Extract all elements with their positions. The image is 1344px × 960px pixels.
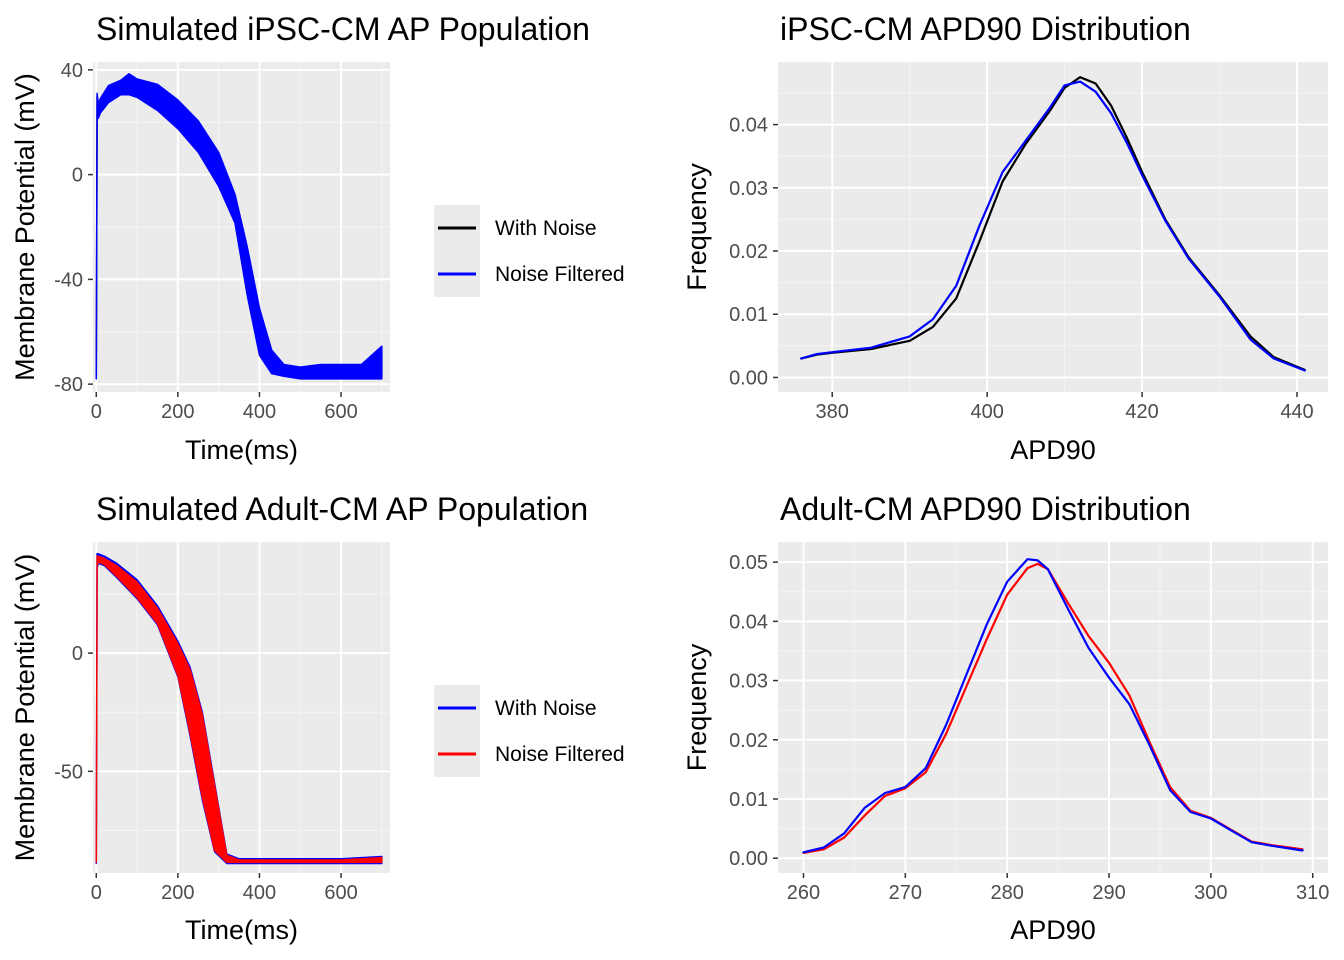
chart-title: iPSC-CM APD90 Distribution — [780, 11, 1191, 47]
x-axis-label: APD90 — [1010, 435, 1096, 465]
x-tick-label: 310 — [1296, 882, 1329, 904]
x-tick-label: 0 — [91, 401, 102, 423]
x-tick-label: 600 — [324, 401, 357, 423]
series-band-1 — [95, 73, 383, 380]
y-tick-label: -80 — [54, 374, 83, 396]
series-line-1 — [800, 80, 1306, 372]
y-tick-label: 0.03 — [729, 178, 768, 200]
y-tick-label: 0.02 — [729, 241, 768, 263]
x-axis-label: APD90 — [1010, 915, 1096, 945]
y-tick-label: 0 — [72, 643, 83, 665]
x-tick-label: 0 — [91, 882, 102, 904]
legend: With Noise Noise Filtered — [434, 205, 625, 297]
data-layer — [800, 76, 1306, 372]
series-line-1 — [802, 558, 1304, 854]
x-tick-label: 600 — [324, 882, 357, 904]
x-tick-label: 200 — [161, 882, 194, 904]
legend-key-background — [434, 685, 480, 777]
y-tick-label: 0.03 — [729, 671, 768, 693]
y-tick-label: 0.00 — [729, 367, 768, 389]
y-tick-label: 0.01 — [729, 789, 768, 811]
chart-title: Simulated Adult-CM AP Population — [96, 491, 588, 527]
chart-panel-0: 0 200 400 600 -80 -40 0 40 Simulated iPSC-CM AP … — [10, 11, 625, 465]
legend: With Noise Noise Filtered — [434, 685, 625, 777]
legend-label: With Noise — [495, 697, 597, 720]
y-tick-label: 0.00 — [729, 848, 768, 870]
y-tick-label: 0.05 — [729, 552, 768, 574]
y-axis-label: Frequency — [682, 163, 712, 291]
y-tick-label: 0.04 — [729, 611, 768, 633]
x-tick-label: 440 — [1280, 401, 1313, 423]
legend-key-background — [434, 205, 480, 297]
chart-title: Adult-CM APD90 Distribution — [780, 491, 1191, 527]
x-tick-label: 400 — [243, 401, 276, 423]
chart-title: Simulated iPSC-CM AP Population — [96, 11, 590, 47]
legend-label: Noise Filtered — [495, 743, 625, 766]
y-tick-label: 0 — [72, 165, 83, 187]
x-tick-label: 300 — [1194, 882, 1227, 904]
data-layer — [95, 73, 383, 380]
x-tick-label: 420 — [1125, 401, 1158, 423]
x-tick-label: 400 — [970, 401, 1003, 423]
plot-background — [778, 62, 1328, 392]
chart-panel-3: 260 270 280 290 300 310 0.00 0.01 0.02 0.03 0.04 0.… — [682, 491, 1329, 945]
chart-panel-2: 0 200 400 600 -50 0 Simulated Adult-CM AP Popu… — [10, 491, 625, 945]
legend-label: With Noise — [495, 217, 597, 240]
x-tick-label: 400 — [243, 882, 276, 904]
y-axis-label: Membrane Potential (mV) — [10, 554, 40, 862]
y-axis-label: Membrane Potential (mV) — [10, 73, 40, 381]
y-tick-label: -40 — [54, 269, 83, 291]
y-tick-label: 0.04 — [729, 115, 768, 137]
y-tick-label: -50 — [54, 761, 83, 783]
y-tick-label: 40 — [61, 60, 83, 82]
legend-label: Noise Filtered — [495, 263, 625, 286]
x-tick-label: 280 — [990, 882, 1023, 904]
y-axis-label: Frequency — [682, 643, 712, 771]
y-tick-label: 0.02 — [729, 730, 768, 752]
data-layer — [95, 553, 383, 865]
x-axis-label: Time(ms) — [185, 435, 298, 465]
chart-panel-1: 380 400 420 440 0.00 0.01 0.02 0.03 0.04 iPSC-CM … — [682, 11, 1328, 465]
y-tick-label: 0.01 — [729, 304, 768, 326]
x-tick-label: 260 — [787, 882, 820, 904]
series-band-1 — [95, 555, 383, 864]
data-layer — [802, 558, 1304, 854]
plot-background — [778, 542, 1328, 873]
x-axis-label: Time(ms) — [185, 915, 298, 945]
x-tick-label: 380 — [816, 401, 849, 423]
x-tick-label: 290 — [1092, 882, 1125, 904]
x-tick-label: 270 — [889, 882, 922, 904]
x-tick-label: 200 — [161, 401, 194, 423]
